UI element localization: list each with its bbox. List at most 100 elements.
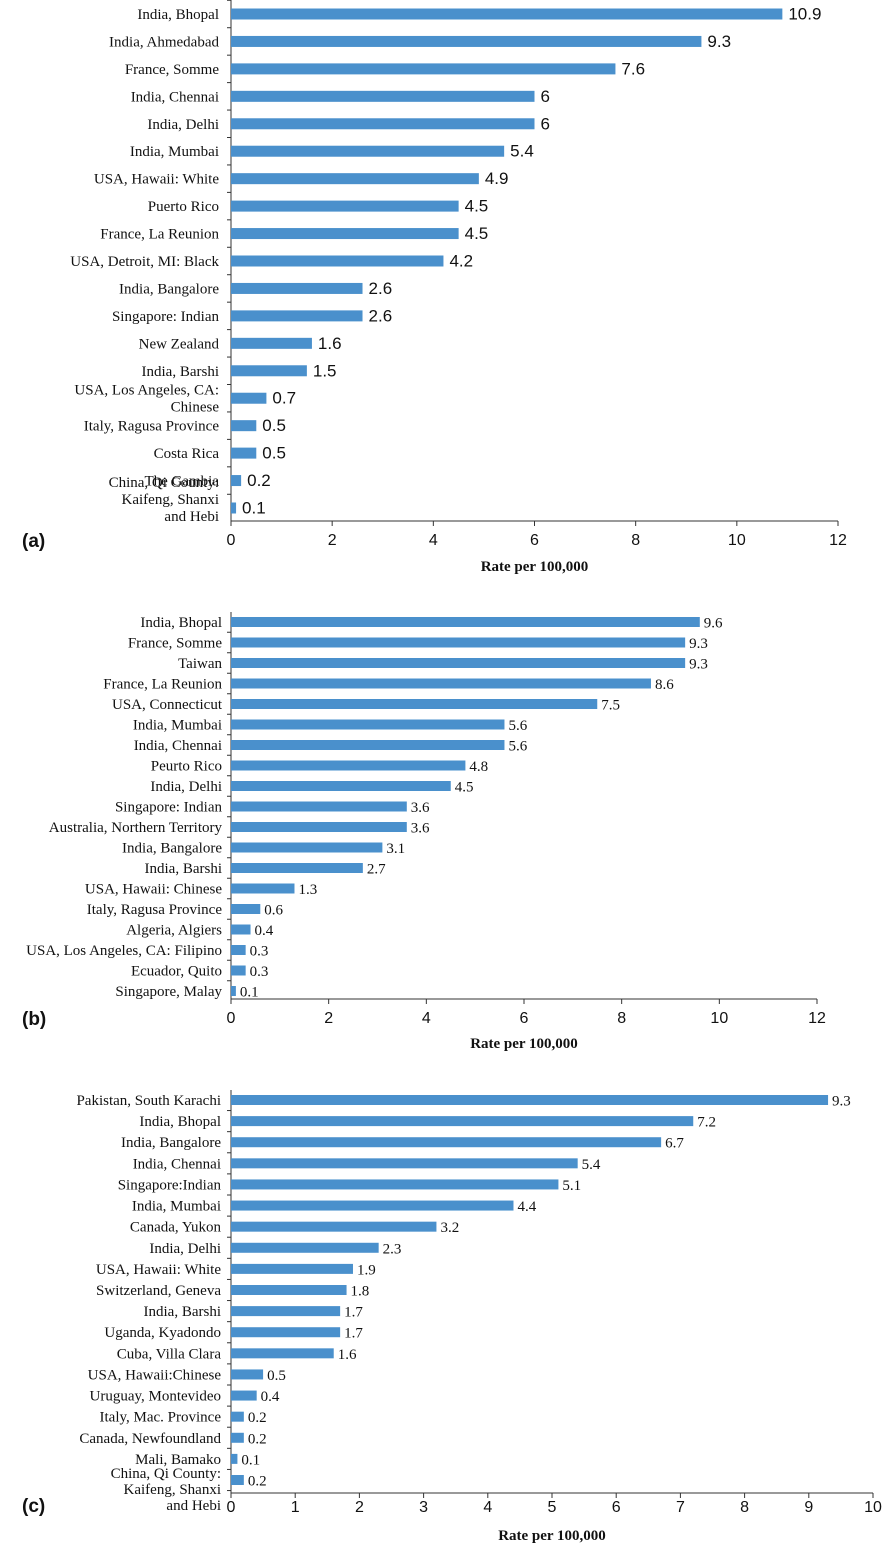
panel-a-value-label: 6	[541, 114, 550, 133]
panel-c-value-label: 3.2	[440, 1220, 459, 1236]
panel-b-value-label: 0.3	[250, 964, 269, 980]
panel-a-category-label: India, Ahmedabad	[109, 34, 219, 50]
panel-b-category-label: Algeria, Algiers	[126, 923, 222, 939]
panel-a-letter: (a)	[22, 531, 45, 552]
panel-c-value-label: 6.7	[665, 1136, 684, 1152]
panel-c-value-label: 2.3	[383, 1241, 402, 1257]
panel-c-bar	[231, 1158, 578, 1169]
panel-a-category-label: Italy, Ragusa Province	[84, 419, 220, 435]
panel-c-value-label: 1.7	[344, 1326, 363, 1342]
panel-a-value-label: 0.5	[262, 416, 286, 435]
panel-b-x-axis-title: Rate per 100,000	[470, 1036, 578, 1052]
panel-c-value-label: 1.6	[338, 1347, 357, 1363]
panel-c-bar	[231, 1137, 662, 1148]
panel-c-category-label: India, Chennai	[133, 1156, 221, 1172]
panel-b-value-label: 4.8	[469, 759, 488, 775]
panel-b-x-tick-label: 8	[617, 1010, 626, 1027]
panel-c-value-label: 0.5	[267, 1368, 286, 1384]
panel-a-value-label: 0.2	[247, 471, 271, 490]
panel-c-bar	[231, 1327, 341, 1338]
panel-c-category-label: Italy, Mac. Province	[100, 1410, 222, 1426]
panel-a-bar	[231, 420, 257, 432]
panel-b-bar	[231, 842, 383, 853]
panel-a-value-label: 1.5	[313, 361, 337, 380]
panel-c-value-label: 1.8	[351, 1284, 370, 1300]
panel-b-bar	[231, 924, 251, 935]
panel-a-bar	[231, 365, 307, 377]
panel-c-x-tick-label: 5	[548, 1499, 557, 1516]
panel-a-category-label: India, Bangalore	[119, 281, 219, 297]
panel-c-value-label: 7.2	[697, 1115, 716, 1131]
panel-c-category-label: India, Mumbai	[132, 1199, 221, 1215]
panel-c-bar	[231, 1390, 257, 1401]
panel-c-category-label: Singapore:Indian	[118, 1177, 222, 1193]
panel-b-value-label: 3.6	[411, 821, 430, 837]
panel-c-bar	[231, 1475, 244, 1485]
panel-a-value-label: 0.5	[262, 444, 286, 463]
panel-a-value-label: 4.2	[449, 252, 473, 271]
panel-b-bar	[231, 760, 466, 771]
panel-b-value-label: 5.6	[508, 718, 527, 734]
panel-a-value-label: 4.5	[465, 197, 489, 216]
panel-a-bar	[231, 173, 479, 185]
panel-a-value-label: 2.6	[369, 306, 393, 325]
panel-c-value-label: 0.1	[241, 1452, 260, 1468]
panel-a-category-label: The Gambia	[144, 474, 219, 490]
panel-b-value-label: 4.5	[455, 780, 474, 796]
panel-b-bar	[231, 883, 295, 894]
panel-c-bar	[231, 1263, 353, 1274]
panel-a-bar	[231, 228, 459, 240]
panel-b-value-label: 3.6	[411, 800, 430, 816]
panel-c-x-tick-label: 8	[740, 1499, 749, 1516]
panel-a-value-label: 0.1	[242, 499, 266, 518]
panel-b-category-label: Australia, Northern Territory	[49, 820, 223, 836]
panel-b-category-label: India, Bhopal	[140, 615, 222, 631]
panel-b-bar	[231, 965, 246, 976]
panel-c-category-label: Pakistan, South Karachi	[76, 1093, 221, 1109]
panel-c-category-label: India, Barshi	[144, 1304, 221, 1320]
panel-b-category-label: France, La Reunion	[103, 677, 222, 693]
panel-c-category-label: India, Bangalore	[121, 1135, 221, 1151]
panel-c-letter: (c)	[22, 1496, 45, 1517]
panel-b-value-label: 5.6	[508, 739, 527, 755]
panel-b-bar	[231, 945, 246, 955]
panel-c-category-label: Cuba, Villa Clara	[117, 1346, 222, 1362]
panel-c-value-label: 0.2	[248, 1474, 267, 1490]
panel-a-x-tick-label: 6	[530, 532, 539, 549]
panel-b-bar	[231, 617, 700, 627]
panel-b-letter: (b)	[22, 1009, 46, 1030]
panel-b-category-label: Ecuador, Quito	[131, 964, 222, 980]
panel-b-x-tick-label: 4	[422, 1010, 431, 1027]
panel-b-category-label: Peurto Rico	[151, 759, 222, 775]
panel-b-bar	[231, 658, 686, 668]
panel-b-value-label: 8.6	[655, 677, 674, 693]
panel-c-value-label: 1.9	[357, 1262, 376, 1278]
panel-c-bar	[231, 1095, 829, 1105]
panel-b-bar	[231, 801, 407, 812]
panel-b-x-tick-label: 0	[227, 1010, 236, 1027]
panel-b-value-label: 3.1	[386, 841, 405, 857]
panel-a-x-tick-label: 0	[227, 532, 236, 549]
panel-a-category-label: Puerto Rico	[148, 199, 219, 215]
panel-a-x-tick-label: 2	[328, 532, 337, 549]
panel-c-value-label: 9.3	[832, 1094, 851, 1110]
panel-c-bar	[231, 1242, 379, 1253]
panel-c-x-tick-label: 9	[804, 1499, 813, 1516]
panel-a-value-label: 1.6	[318, 334, 342, 353]
panel-c-x-axis-title: Rate per 100,000	[498, 1528, 606, 1544]
panel-a-bar	[231, 145, 505, 157]
panel-a-value-label: 5.4	[510, 142, 534, 161]
panel-c-category-label: India, Bhopal	[139, 1114, 221, 1130]
panel-c-x-tick-label: 2	[355, 1499, 364, 1516]
panel-c-category-label: Uganda, Kyadondo	[104, 1325, 221, 1341]
panel-c-x-tick-label: 4	[483, 1499, 492, 1516]
panel-b-category-label: India, Chennai	[134, 738, 222, 754]
panel-a-bar	[231, 337, 312, 349]
panel-b-x-tick-label: 10	[710, 1010, 728, 1027]
panel-b-category-label: India, Bangalore	[122, 841, 222, 857]
panel-b-value-label: 1.3	[298, 882, 317, 898]
panel-c-value-label: 5.1	[562, 1178, 581, 1194]
panel-b-category-label: Singapore, Malay	[115, 984, 222, 1000]
panel-a-x-tick-label: 4	[429, 532, 438, 549]
panel-a-x-axis-title: Rate per 100,000	[481, 559, 589, 575]
